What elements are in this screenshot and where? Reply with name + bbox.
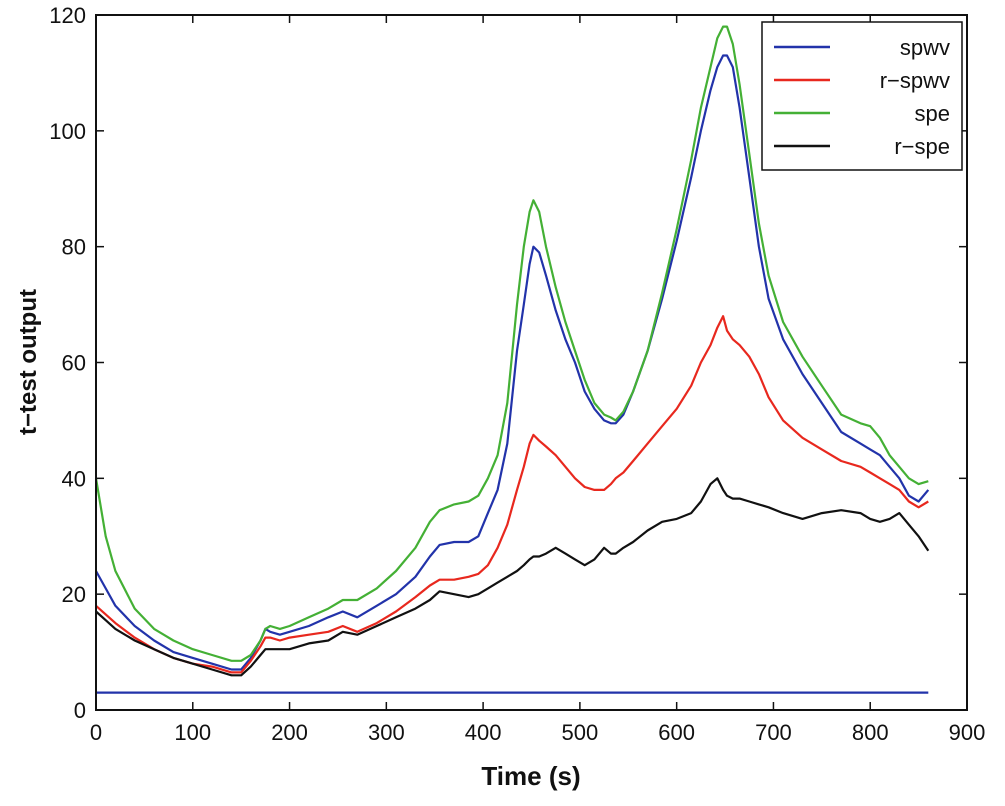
x-tick-label: 600	[658, 720, 695, 745]
legend-items: spwv r−spwv spe r−spe	[774, 35, 950, 159]
y-tick-label: 80	[62, 235, 86, 260]
series-line-spe	[94, 25, 929, 662]
x-tick-label: 900	[949, 720, 986, 745]
x-tick-label: 0	[90, 720, 102, 745]
y-tick-label: 100	[49, 119, 86, 144]
y-tick-label: 40	[62, 466, 86, 491]
series-line-r-spwv	[95, 315, 929, 674]
y-axis-ticks: 0 20 40 60 80 100 120	[49, 3, 967, 723]
x-tick-label: 200	[271, 720, 308, 745]
legend-label: spwv	[900, 35, 950, 60]
x-tick-label: 700	[755, 720, 792, 745]
x-tick-label: 800	[852, 720, 889, 745]
x-axis-label: Time (s)	[481, 761, 580, 791]
x-tick-label: 100	[174, 720, 211, 745]
x-axis-ticks: 0 100 200 300 400 500 600 700 800 900	[90, 15, 985, 745]
y-axis-label: t−test output	[15, 289, 42, 435]
legend-label: spe	[915, 101, 950, 126]
legend-label: r−spe	[894, 134, 950, 159]
legend-label: r−spwv	[880, 68, 950, 93]
y-tick-label: 20	[62, 582, 86, 607]
y-tick-label: 120	[49, 3, 86, 28]
legend: spwv r−spwv spe r−spe	[761, 21, 963, 171]
y-tick-label: 0	[74, 698, 86, 723]
series-line-r-spe	[95, 477, 930, 677]
x-tick-label: 500	[562, 720, 599, 745]
y-tick-label: 60	[62, 351, 86, 376]
x-tick-label: 400	[465, 720, 502, 745]
series-layer	[94, 25, 930, 694]
x-tick-label: 300	[368, 720, 405, 745]
